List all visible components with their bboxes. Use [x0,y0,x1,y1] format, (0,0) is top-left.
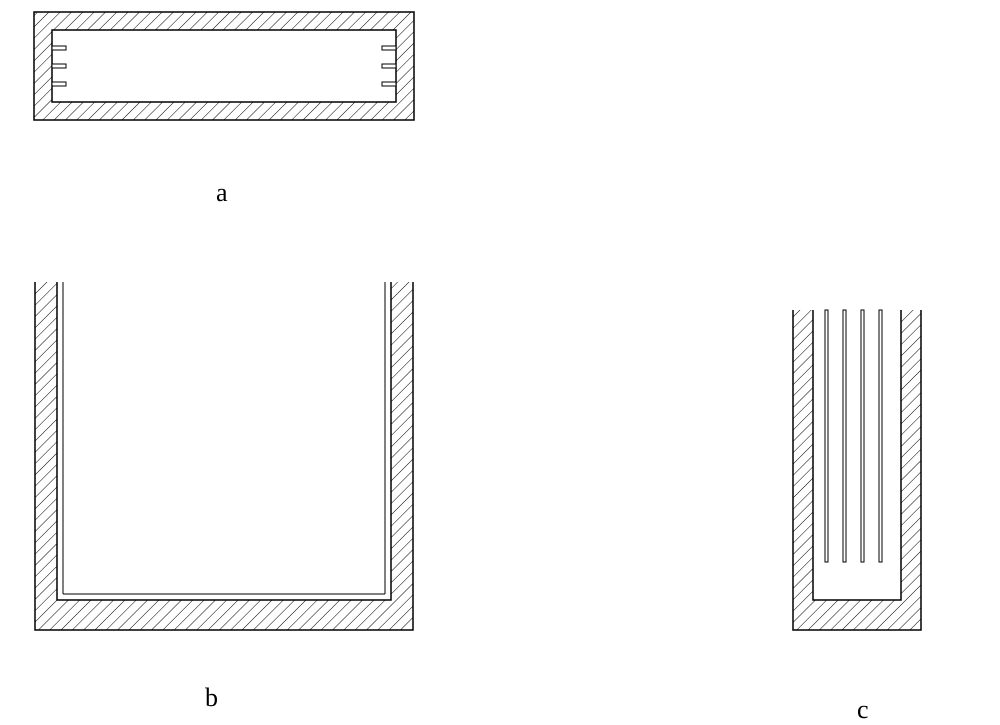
label-a: a [216,178,228,208]
label-c: c [857,695,869,725]
shape-b [30,276,430,646]
label-b: b [205,683,218,713]
shape-a [30,8,430,138]
diagram-canvas: a b c [0,0,1000,723]
shape-c [785,302,935,642]
